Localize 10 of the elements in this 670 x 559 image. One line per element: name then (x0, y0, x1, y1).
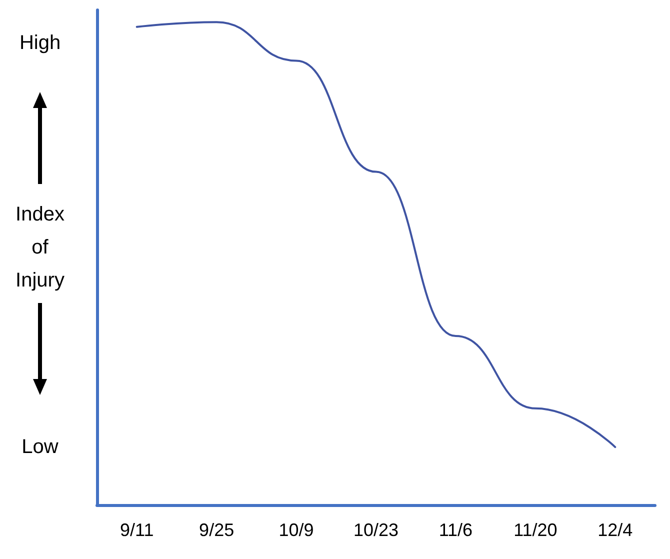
text: Low (22, 436, 59, 458)
x-tick-label: 9/25 (199, 520, 234, 540)
x-tick-label: 10/9 (278, 520, 314, 540)
x-tick-label: 9/11 (120, 520, 154, 540)
text: High (19, 32, 61, 54)
x-tick-label: 10/23 (353, 520, 399, 540)
x-tick-label: 11/6 (438, 520, 473, 540)
x-tick-label: 11/20 (514, 520, 558, 540)
x-tick-label: 12/4 (598, 520, 633, 540)
y-axis-title: Index of Injury (16, 204, 64, 292)
